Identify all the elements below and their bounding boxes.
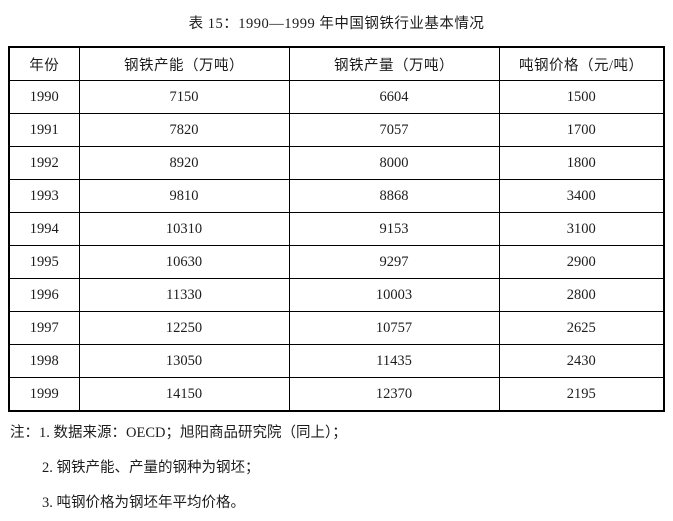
cell-output: 12370: [288, 377, 500, 412]
cell-capacity: 9810: [78, 179, 290, 213]
cell-capacity: 10630: [78, 245, 290, 279]
table-row: 1998 13050 11435 2430: [8, 344, 665, 378]
table-row: 1996 11330 10003 2800: [8, 278, 665, 312]
cell-output: 7057: [288, 113, 500, 147]
cell-capacity: 7820: [78, 113, 290, 147]
cell-output: 10003: [288, 278, 500, 312]
cell-year: 1999: [8, 377, 80, 412]
cell-year: 1997: [8, 311, 80, 345]
cell-capacity: 14150: [78, 377, 290, 412]
column-header-year: 年份: [8, 46, 80, 81]
note-text: 1. 数据来源：OECD；旭阳商品研究院（同上）；: [39, 425, 347, 441]
cell-price: 1700: [498, 113, 665, 147]
cell-price: 2625: [498, 311, 665, 345]
cell-year: 1991: [8, 113, 80, 147]
table-header-row: 年份 钢铁产能（万吨） 钢铁产量（万吨） 吨钢价格（元/吨）: [8, 46, 665, 81]
cell-output: 11435: [288, 344, 500, 378]
note-prefix: 注：: [10, 425, 39, 441]
cell-price: 3400: [498, 179, 665, 213]
note-text: 3. 吨钢价格为钢坯年平均价格。: [42, 495, 245, 511]
cell-output: 6604: [288, 80, 500, 114]
cell-output: 10757: [288, 311, 500, 345]
table-row: 1994 10310 9153 3100: [8, 212, 665, 246]
table-row: 1999 14150 12370 2195: [8, 377, 665, 412]
cell-price: 1500: [498, 80, 665, 114]
steel-industry-table: 年份 钢铁产能（万吨） 钢铁产量（万吨） 吨钢价格（元/吨） 1990 7150…: [8, 46, 665, 412]
cell-year: 1992: [8, 146, 80, 180]
table-row: 1993 9810 8868 3400: [8, 179, 665, 213]
cell-output: 8000: [288, 146, 500, 180]
note-line: 3. 吨钢价格为钢坯年平均价格。: [10, 493, 673, 521]
cell-year: 1993: [8, 179, 80, 213]
cell-price: 2430: [498, 344, 665, 378]
cell-price: 2195: [498, 377, 665, 412]
cell-price: 2900: [498, 245, 665, 279]
column-header-output: 钢铁产量（万吨）: [288, 46, 500, 81]
cell-capacity: 8920: [78, 146, 290, 180]
column-header-price: 吨钢价格（元/吨）: [498, 46, 665, 81]
table-row: 1992 8920 8000 1800: [8, 146, 665, 180]
cell-capacity: 11330: [78, 278, 290, 312]
cell-output: 8868: [288, 179, 500, 213]
column-header-capacity: 钢铁产能（万吨）: [78, 46, 290, 81]
cell-year: 1990: [8, 80, 80, 114]
table-row: 1995 10630 9297 2900: [8, 245, 665, 279]
table-row: 1997 12250 10757 2625: [8, 311, 665, 345]
cell-price: 1800: [498, 146, 665, 180]
table-row: 1991 7820 7057 1700: [8, 113, 665, 147]
cell-price: 3100: [498, 212, 665, 246]
note-line: 2. 钢铁产能、产量的钢种为钢坯；: [10, 458, 673, 493]
cell-capacity: 12250: [78, 311, 290, 345]
cell-capacity: 7150: [78, 80, 290, 114]
footnotes: 注：1. 数据来源：OECD；旭阳商品研究院（同上）； 2. 钢铁产能、产量的钢…: [10, 423, 673, 521]
note-text: 2. 钢铁产能、产量的钢种为钢坯；: [42, 460, 260, 476]
cell-year: 1998: [8, 344, 80, 378]
cell-price: 2800: [498, 278, 665, 312]
cell-capacity: 10310: [78, 212, 290, 246]
cell-capacity: 13050: [78, 344, 290, 378]
cell-output: 9153: [288, 212, 500, 246]
cell-year: 1995: [8, 245, 80, 279]
cell-year: 1996: [8, 278, 80, 312]
table-row: 1990 7150 6604 1500: [8, 80, 665, 114]
note-line: 注：1. 数据来源：OECD；旭阳商品研究院（同上）；: [10, 423, 673, 458]
cell-year: 1994: [8, 212, 80, 246]
cell-output: 9297: [288, 245, 500, 279]
table-title: 表 15：1990—1999 年中国钢铁行业基本情况: [188, 16, 485, 32]
